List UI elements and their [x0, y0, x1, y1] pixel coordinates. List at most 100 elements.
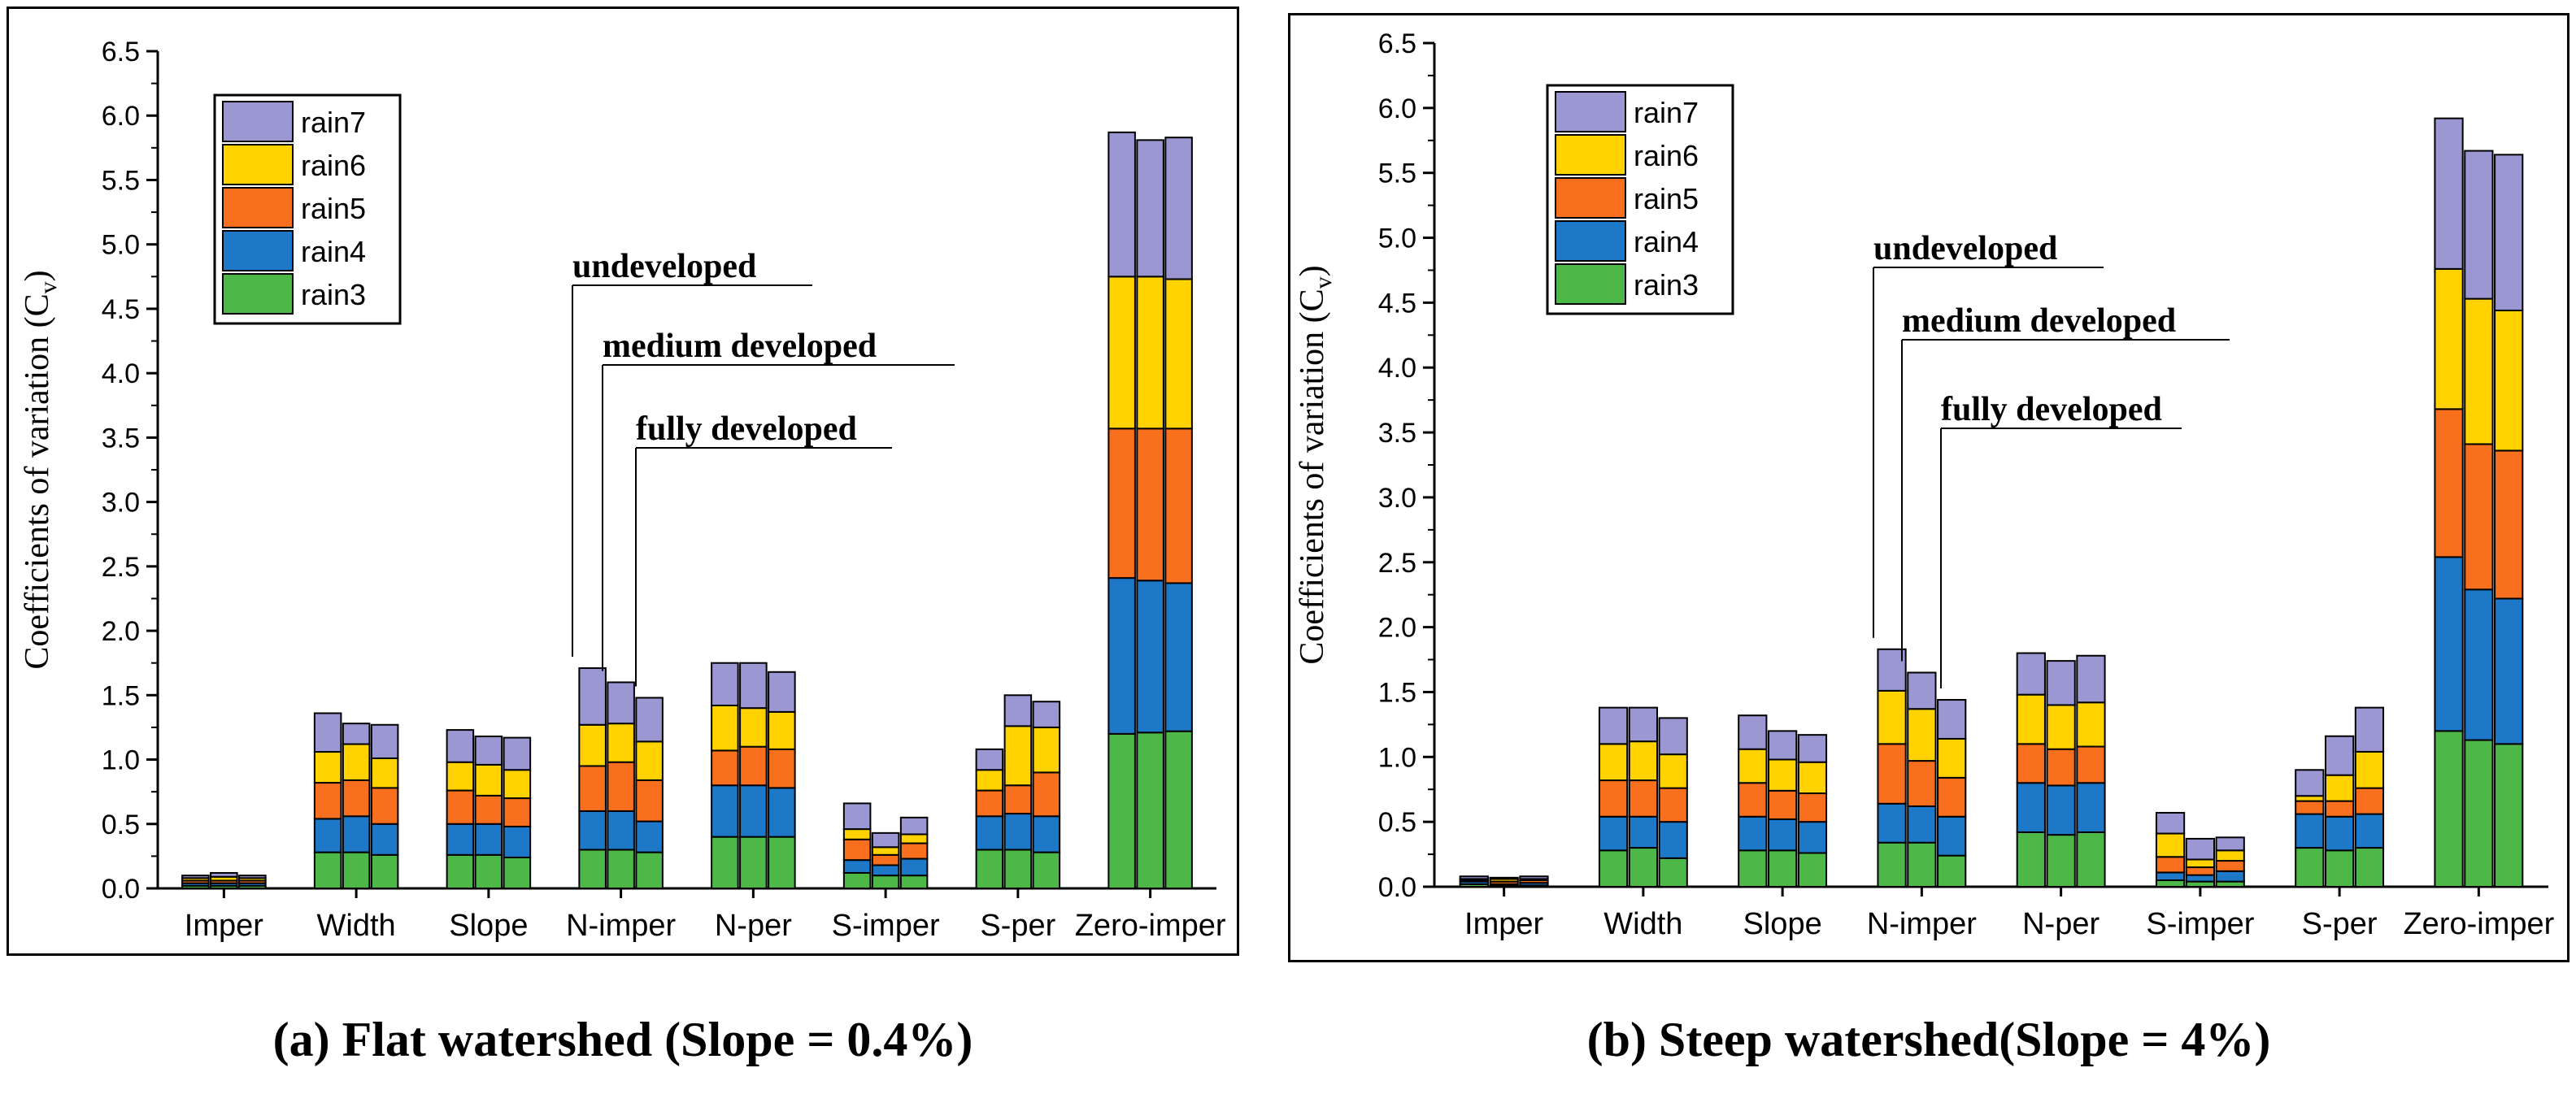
bar-rain5 [1877, 743, 1907, 805]
bar-rain5 [739, 745, 768, 787]
y-tick-label: 6.5 [1378, 28, 1416, 59]
bar-rain5 [2464, 443, 2494, 591]
bar-rain7 [1107, 131, 1136, 278]
bar-rain7 [711, 662, 739, 706]
bar-rain7 [1489, 876, 1519, 880]
x-category-label: Slope [1743, 907, 1822, 941]
bar-rain6 [313, 751, 342, 784]
y-tick-label: 6.0 [102, 101, 140, 132]
bar-rain7 [2016, 652, 2046, 696]
bar-rain7 [1907, 671, 1937, 710]
bar-rain5 [871, 853, 900, 866]
bar-rain4 [2215, 870, 2245, 883]
bar-rain3 [2016, 831, 2046, 888]
bar-rain6 [1003, 725, 1033, 787]
bar-rain3 [503, 856, 532, 890]
bar-rain3 [1136, 732, 1164, 889]
y-tick-label: 1.5 [102, 680, 140, 711]
bar-rain6 [768, 710, 796, 750]
bar-rain5 [768, 748, 796, 789]
x-category-label: S-imper [2146, 907, 2254, 941]
bar-rain3 [2046, 834, 2076, 888]
legend-label-rain6: rain6 [301, 149, 366, 182]
bar-rain5 [842, 838, 872, 862]
y-tick-label: 0.0 [1378, 872, 1416, 903]
bar-rain4 [2494, 597, 2524, 745]
bar-rain5 [2295, 800, 2325, 815]
x-category-label: Imper [1464, 907, 1543, 941]
bar-rain6 [342, 743, 371, 781]
bar-rain4 [2295, 813, 2325, 849]
bar-rain7 [1598, 706, 1629, 745]
bar-rain7 [1032, 701, 1061, 728]
bar-rain5 [1003, 784, 1033, 815]
bar-rain5 [578, 765, 607, 812]
legend-swatch-rain7 [222, 101, 294, 142]
bar-rain3 [635, 851, 664, 889]
legend-label-rain3: rain3 [1634, 268, 1699, 302]
bar-rain7 [238, 875, 267, 879]
bar-rain5 [1598, 779, 1629, 818]
bar-rain3 [446, 853, 475, 890]
bar-rain3 [1658, 857, 1688, 888]
bar-rain3 [2155, 879, 2186, 888]
bar-rain3 [313, 851, 342, 889]
bar-rain7 [2155, 811, 2186, 835]
bar-rain3 [1797, 852, 1828, 888]
legend: rain7 rain6 rain5 rain4 rain3 [1546, 84, 1734, 315]
bar-rain4 [975, 815, 1004, 851]
legend-label-rain5: rain5 [1634, 182, 1699, 215]
bar-rain4 [1658, 821, 1688, 859]
bar-rain4 [2076, 782, 2106, 833]
x-category-label: S-imper [832, 909, 940, 943]
y-tick-label: 2.0 [102, 616, 140, 647]
bar-rain7 [474, 736, 503, 766]
bar-rain6 [842, 828, 872, 840]
bar-rain6 [370, 757, 399, 789]
bar-rain3 [975, 849, 1004, 890]
legend-label-rain7: rain7 [301, 106, 366, 139]
bar-rain6 [2076, 701, 2106, 748]
legend-swatch-rain6 [1555, 134, 1626, 176]
bar-rain6 [1738, 748, 1768, 784]
bar-rain7 [2494, 154, 2524, 311]
bar-rain5 [2354, 787, 2385, 815]
bar-rain4 [1797, 821, 1828, 854]
bar-rain5 [370, 787, 399, 825]
bar-rain7 [1136, 139, 1164, 278]
bar-rain3 [1738, 849, 1768, 888]
caption-flat-watershed: (a) Flat watershed (Slope = 0.4%) [272, 1013, 973, 1066]
bar-rain5 [313, 782, 342, 820]
y-tick-label: 4.5 [1378, 288, 1416, 319]
bar-rain5 [711, 749, 739, 787]
x-category-label: Zero-imper [2403, 907, 2554, 941]
x-category-label: Width [1603, 907, 1682, 941]
bar-rain7 [2215, 836, 2245, 852]
bar-rain5 [1768, 789, 1798, 820]
bar-rain3 [2354, 847, 2385, 888]
bar-rain5 [2325, 800, 2355, 818]
bar-rain4 [871, 864, 900, 877]
bar-rain3 [1628, 847, 1658, 888]
bar-rain3 [2434, 730, 2464, 888]
panel-flat-watershed: 0.0 0.5 1.0 1.5 2.0 2.5 3.0 3.5 4.0 4.5 5.0 5.5 6.0 6… [7, 7, 1239, 956]
bar-rain3 [1937, 854, 1967, 888]
bar-rain6 [1768, 758, 1798, 792]
bar-rain6 [1136, 276, 1164, 430]
x-category-label: Slope [449, 909, 528, 943]
bar-rain7 [739, 662, 768, 710]
bar-rain5 [474, 794, 503, 825]
x-category-label: N-per [2022, 907, 2100, 941]
bar-rain7 [503, 736, 532, 771]
bar-rain7 [210, 871, 238, 878]
bar-rain6 [2046, 704, 2076, 750]
bar-rain5 [1032, 771, 1061, 818]
bar-rain4 [1628, 815, 1658, 849]
bar-rain4 [2046, 784, 2076, 836]
annotation-undeveloped: undeveloped [1873, 230, 2057, 267]
y-tick-label: 6.0 [1378, 93, 1416, 124]
bar-rain5 [2494, 449, 2524, 600]
bar-rain7 [1738, 714, 1768, 750]
bar-rain4 [1003, 813, 1033, 851]
bar-rain5 [1164, 428, 1193, 584]
